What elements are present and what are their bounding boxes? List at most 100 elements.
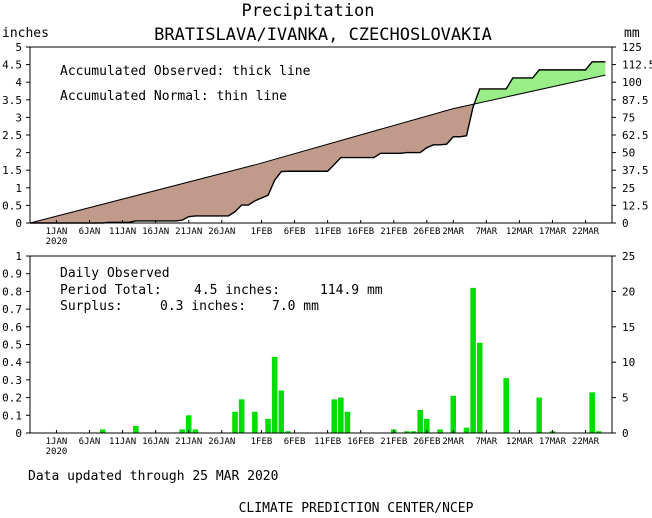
daily-bar [417, 409, 423, 433]
daily-date-axis-label: 16JAN [142, 437, 169, 447]
daily-bar [589, 392, 595, 433]
right-unit-label: mm [624, 26, 640, 41]
daily-panel: 0 0.1 0.2 0.3 0.4 0.5 0.6 0.7 0.8 0.9 1 0 5 10 15 20 25… [2, 250, 635, 457]
daily-date-axis-label: 26FEB [413, 437, 440, 447]
date-axis-year: 2020 [46, 237, 68, 247]
mm-axis-label: 37.5 [622, 164, 649, 177]
station-name: BRATISLAVA/IVANKA, CZECHOSLOVAKIA [154, 25, 492, 45]
date-axis-label: 17MAR [539, 227, 567, 237]
inches-axis-label: 0 [15, 217, 22, 230]
inches-axis-label: 5 [15, 41, 22, 54]
daily-bar [595, 431, 602, 433]
date-axis-label: 26FEB [413, 227, 440, 237]
mm-axis-label: 87.5 [622, 94, 649, 107]
inches-axis-label: 3.5 [2, 94, 22, 107]
date-axis-label: 11JAN [109, 227, 136, 237]
date-axis-label: 26JAN [208, 227, 235, 237]
inches-axis-label: 0.5 [2, 199, 22, 212]
daily-date-axis-label: 11JAN [109, 437, 136, 447]
mm-axis-label: 0 [622, 217, 629, 230]
chart-title: Precipitation [241, 1, 374, 21]
daily-bar [503, 378, 509, 433]
daily-bar [331, 399, 338, 433]
daily-inches-axis-label: 0.2 [2, 392, 22, 405]
daily-mm-axis-label: 15 [622, 321, 635, 334]
daily-date-axis-label: 22MAR [572, 437, 600, 447]
daily-inches-axis-label: 0 [15, 427, 22, 440]
daily-mm-axis-label: 25 [622, 250, 635, 263]
daily-date-axis-label: 12MAR [506, 437, 534, 447]
daily-date-axis-label: 26JAN [208, 437, 235, 447]
date-axis-label: 16JAN [142, 227, 169, 237]
daily-bar [133, 425, 139, 433]
daily-mm-axis-label: 10 [622, 356, 635, 369]
mm-axis-label: 125 [622, 41, 642, 54]
daily-bar [232, 411, 238, 433]
daily-bar [265, 418, 271, 433]
date-axis-label: 16FEB [347, 227, 374, 237]
observed-line [30, 61, 606, 224]
daily-bar [404, 431, 410, 433]
daily-bar [410, 431, 417, 433]
period-total-mm: 114.9 mm [320, 283, 383, 298]
left-unit-label: inches [2, 26, 49, 41]
inches-axis-label: 1 [15, 182, 22, 195]
date-axis-label: 11FEB [314, 227, 341, 237]
mm-axis-label: 75 [622, 111, 635, 124]
daily-date-axis-label: 21JAN [175, 437, 202, 447]
data-updated-note: Data updated through 25 MAR 2020 [28, 469, 278, 484]
daily-heading: Daily Observed [60, 266, 170, 281]
date-axis-label: 12MAR [506, 227, 534, 237]
accumulated-panel: 0 0.5 1 1.5 2 2.5 3 3.5 4 4.5 5 0 12.5 25 37.5 50 62.5 7… [2, 41, 652, 247]
daily-bar [450, 395, 457, 433]
daily-inches-axis-label: 0.4 [2, 356, 22, 369]
daily-inches-axis-label: 0.1 [2, 409, 22, 422]
daily-bar [437, 429, 443, 433]
date-axis-label: 1JAN [46, 227, 68, 237]
daily-inches-axis-label: 0.5 [2, 339, 22, 352]
mm-axis-label: 112.5 [622, 59, 652, 72]
mm-axis-label: 25 [622, 182, 635, 195]
mm-axis-label: 62.5 [622, 129, 649, 142]
inches-axis-label: 1.5 [2, 164, 22, 177]
daily-inches-axis-label: 0.7 [2, 303, 22, 316]
daily-bar [192, 429, 199, 433]
date-axis-label: 7MAR [475, 227, 497, 237]
date-axis-label: 6JAN [79, 227, 101, 237]
mm-axis-label: 12.5 [622, 199, 649, 212]
surplus-inches: 0.3 inches: [160, 299, 246, 314]
surplus-mm: 7.0 mm [272, 299, 319, 314]
daily-bar [424, 418, 430, 433]
deficit-area [30, 103, 475, 223]
period-total-inches: 4.5 inches: [194, 283, 280, 298]
daily-bar [470, 287, 476, 433]
daily-bar [185, 415, 192, 433]
mm-axis-label: 50 [622, 147, 635, 160]
daily-inches-axis-label: 0.3 [2, 374, 22, 387]
date-axis-label: 1FEB [251, 227, 273, 237]
daily-bar [271, 356, 278, 433]
daily-mm-axis-label: 20 [622, 285, 635, 298]
daily-bar [285, 431, 291, 433]
daily-date-axis-label: 17MAR [539, 437, 567, 447]
daily-inches-axis-label: 0.8 [2, 285, 22, 298]
daily-date-axis-label: 1FEB [251, 437, 273, 447]
daily-bar [99, 429, 106, 433]
daily-inches-axis-label: 1 [15, 250, 22, 263]
daily-bar [463, 427, 470, 433]
date-axis-label: 6FEB [284, 227, 306, 237]
daily-date-axis-year: 2020 [46, 447, 68, 457]
mm-axis-label: 100 [622, 76, 642, 89]
inches-axis-label: 2.5 [2, 129, 22, 142]
legend-normal: Accumulated Normal: thin line [60, 89, 287, 104]
daily-mm-axis-label: 0 [622, 427, 629, 440]
normal-line [29, 74, 606, 224]
inches-axis-label: 4 [15, 76, 22, 89]
daily-date-axis-label: 6JAN [79, 437, 101, 447]
daily-bar [476, 342, 483, 433]
daily-bar [338, 397, 344, 433]
daily-inches-axis-label: 0.9 [2, 268, 22, 281]
inches-axis-label: 4.5 [2, 59, 22, 72]
inches-axis-label: 2 [15, 147, 22, 160]
